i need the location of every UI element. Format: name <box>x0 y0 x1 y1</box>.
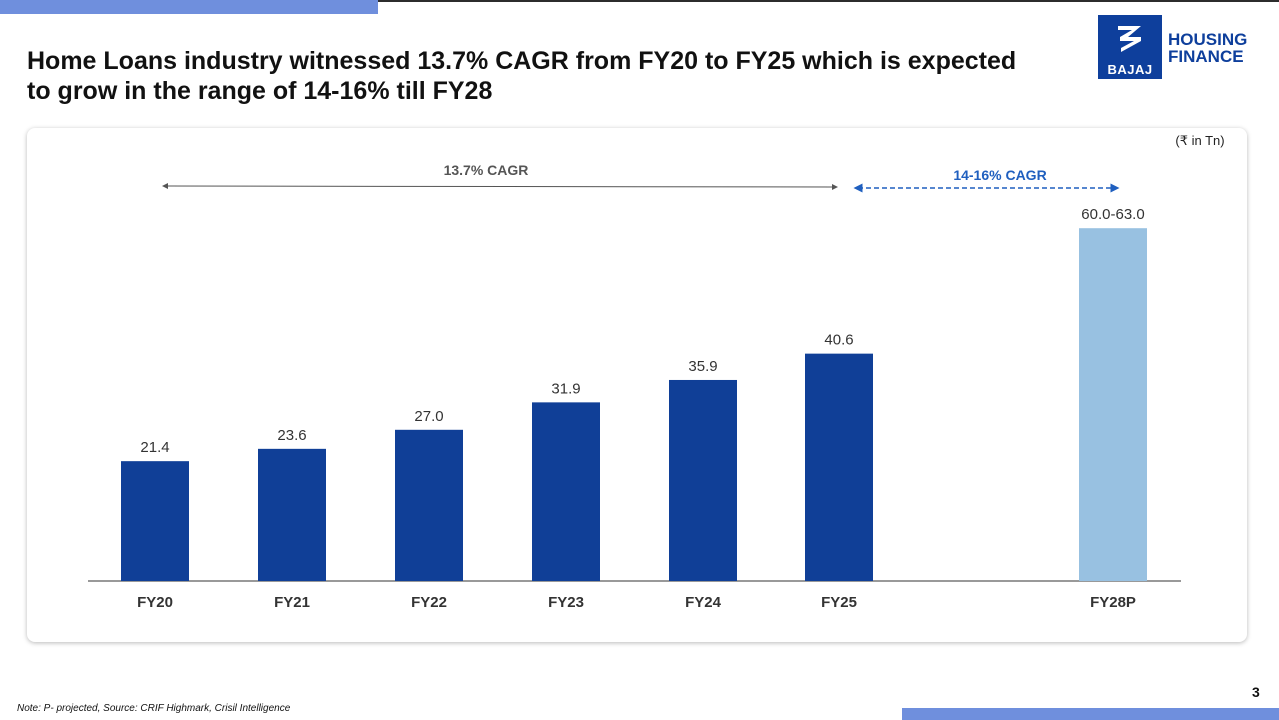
logo-word-finance: FINANCE <box>1168 47 1244 66</box>
cagr-projected-label: 14-16% CAGR <box>953 167 1046 183</box>
unit-label: (₹ in Tn) <box>1175 133 1224 148</box>
data-label-fy28p: 60.0-63.0 <box>1081 206 1144 223</box>
logo-wordmark: HOUSING FINANCE <box>1168 31 1272 65</box>
x-tick-fy22: FY22 <box>411 594 447 611</box>
x-tick-fy25: FY25 <box>821 594 857 611</box>
data-label-fy21: 23.6 <box>277 427 306 444</box>
bar-fy25 <box>805 353 873 581</box>
data-label-fy25: 40.6 <box>824 332 853 349</box>
bar-fy20 <box>121 461 189 581</box>
x-tick-fy23: FY23 <box>548 594 584 611</box>
data-label-fy24: 35.9 <box>688 358 717 375</box>
data-label-fy22: 27.0 <box>414 408 443 425</box>
top-rule <box>378 0 1279 2</box>
bar-fy28p <box>1079 228 1147 581</box>
x-tick-fy28p: FY28P <box>1090 594 1136 611</box>
data-label-fy20: 21.4 <box>140 439 169 456</box>
page-number: 3 <box>1252 684 1260 700</box>
bar-fy21 <box>258 448 326 581</box>
logo-badge-text: BAJAJ <box>1107 62 1153 77</box>
bajaj-mark-icon <box>1118 26 1141 52</box>
x-tick-fy24: FY24 <box>685 594 722 611</box>
data-label-fy23: 31.9 <box>551 380 580 397</box>
bar-fy23 <box>532 402 600 581</box>
bar-chart: (₹ in Tn) 21.4 FY20 23.6 FY21 27.0 FY22 31.9 FY2… <box>88 133 1225 611</box>
slide-title: Home Loans industry witnessed 13.7% CAGR… <box>27 47 1017 105</box>
bar-fy22 <box>395 429 463 581</box>
cagr-historical-arrow <box>162 183 838 190</box>
bajaj-housing-finance-logo: BAJAJ HOUSING FINANCE <box>1098 15 1270 79</box>
logo-badge: BAJAJ <box>1098 15 1162 79</box>
bottom-accent-bar <box>902 708 1279 720</box>
logo-word-housing: HOUSING <box>1168 30 1248 49</box>
top-accent-bar <box>0 0 378 14</box>
x-tick-fy20: FY20 <box>137 594 173 611</box>
chart-panel: (₹ in Tn) 21.4 FY20 23.6 FY21 27.0 FY22 31.9 FY2… <box>27 128 1247 642</box>
cagr-historical-label: 13.7% CAGR <box>444 162 529 178</box>
x-tick-fy21: FY21 <box>274 594 310 611</box>
footnote: Note: P- projected, Source: CRIF Highmar… <box>17 703 291 714</box>
bar-fy24 <box>669 379 737 581</box>
